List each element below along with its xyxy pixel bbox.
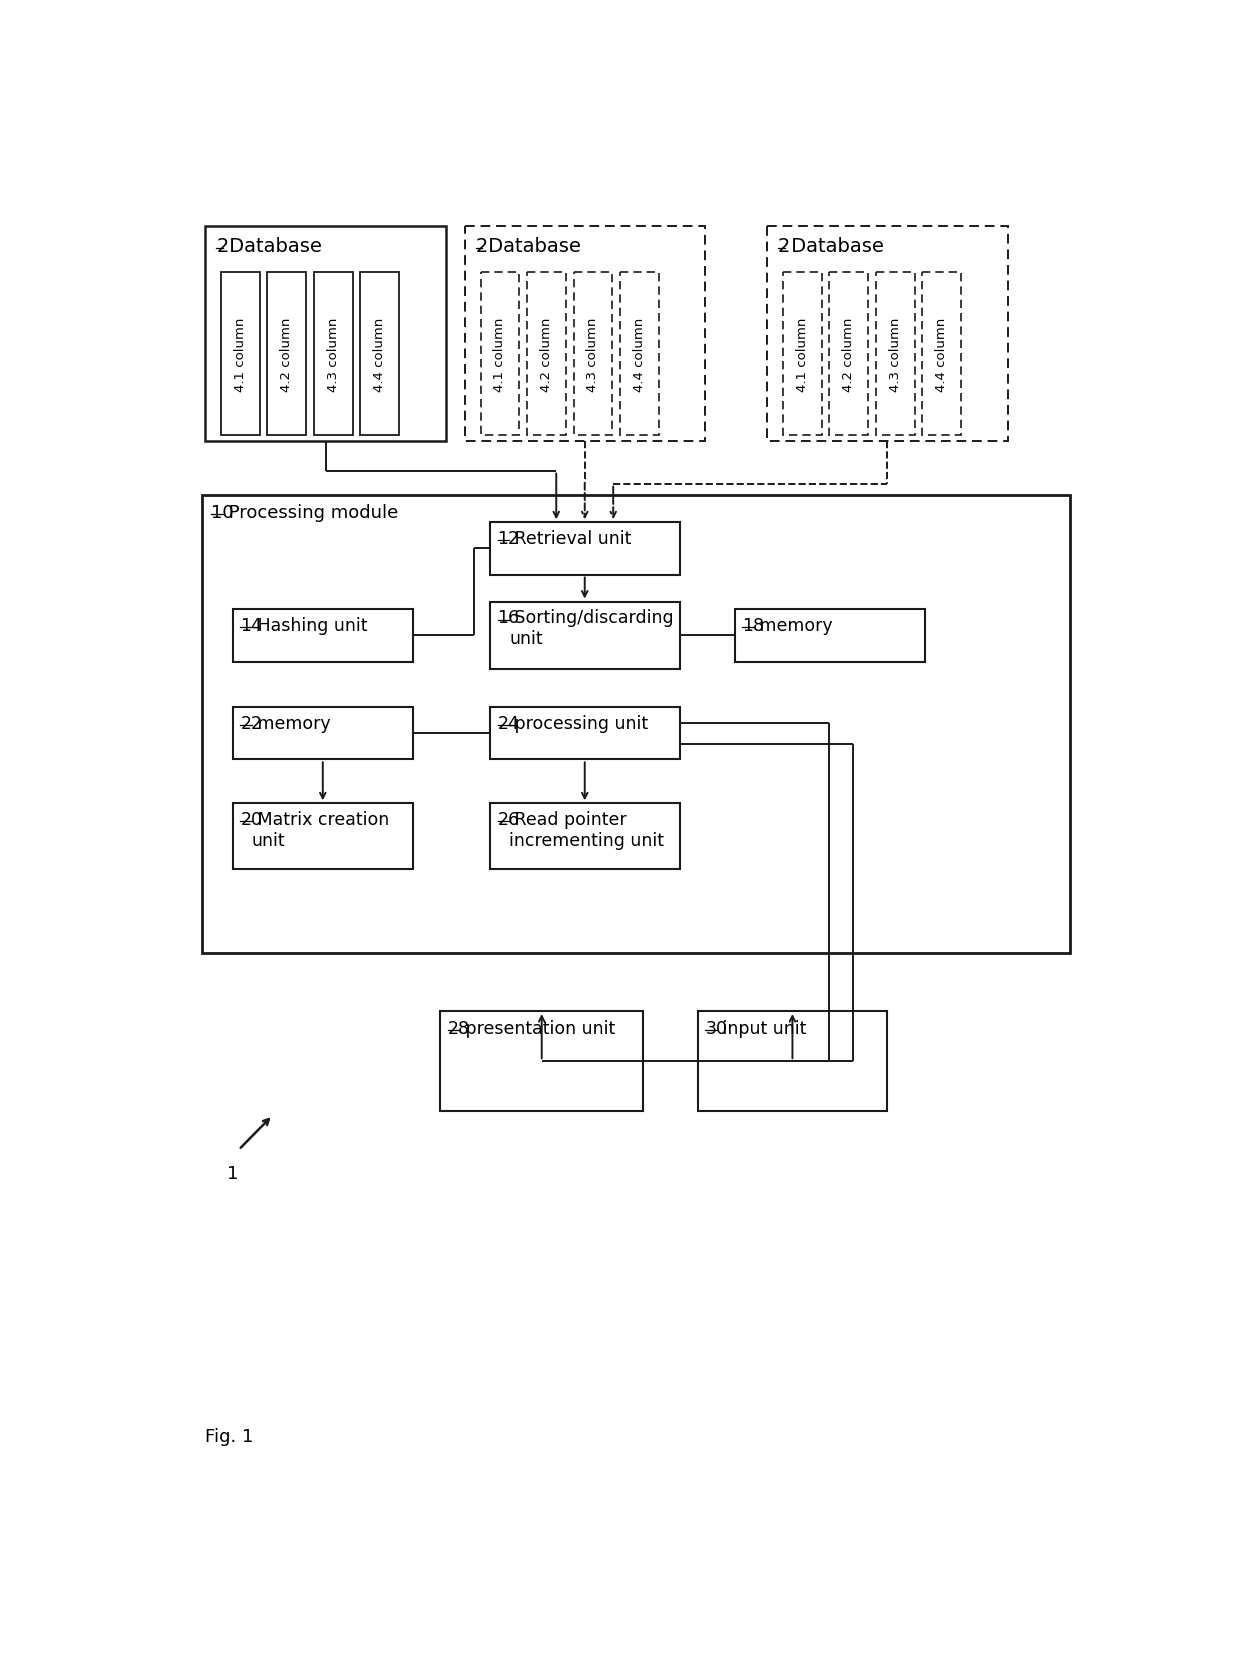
Bar (697, 1012, 888, 1112)
Text: 2: 2 (779, 236, 790, 256)
Text: Database: Database (223, 236, 321, 256)
Text: 4.1 column: 4.1 column (494, 318, 506, 391)
Bar (923, 273, 961, 436)
Text: 12: 12 (497, 529, 520, 547)
Bar (314, 273, 352, 436)
Text: 4.4 column: 4.4 column (373, 318, 386, 391)
Text: input unit: input unit (717, 1020, 806, 1037)
Text: 18: 18 (743, 617, 764, 634)
Bar (875, 273, 915, 436)
Bar (361, 273, 399, 436)
Bar (734, 609, 925, 662)
Text: 4.4 column: 4.4 column (935, 318, 949, 391)
Text: Database: Database (482, 236, 582, 256)
Text: 4.2 column: 4.2 column (280, 318, 293, 391)
Text: 22: 22 (241, 714, 262, 732)
Text: Hashing unit: Hashing unit (252, 617, 367, 634)
Text: memory: memory (252, 714, 331, 732)
Text: 1: 1 (227, 1163, 238, 1181)
Text: presentation unit: presentation unit (460, 1020, 615, 1037)
Bar (782, 273, 821, 436)
Text: 26: 26 (497, 810, 520, 829)
Text: 16: 16 (497, 609, 520, 627)
Bar (465, 226, 706, 443)
Text: 24: 24 (497, 714, 520, 732)
Text: 2: 2 (216, 236, 228, 256)
Bar (481, 273, 520, 436)
Text: processing unit: processing unit (510, 714, 649, 732)
Bar (620, 273, 658, 436)
Text: 4.1 column: 4.1 column (234, 318, 247, 391)
Text: 20: 20 (241, 810, 262, 829)
Bar (233, 804, 413, 869)
Bar (768, 226, 1007, 443)
Text: 10: 10 (211, 504, 233, 521)
Text: 4.2 column: 4.2 column (842, 318, 856, 391)
Text: 4.3 column: 4.3 column (587, 318, 599, 391)
Bar (221, 273, 259, 436)
Bar (490, 522, 680, 576)
Bar (830, 273, 868, 436)
Text: 30: 30 (706, 1020, 727, 1037)
Text: 2: 2 (476, 236, 489, 256)
Bar (206, 226, 445, 443)
Bar (490, 804, 680, 869)
Text: Processing module: Processing module (223, 504, 398, 521)
Text: Matrix creation
unit: Matrix creation unit (252, 810, 389, 849)
Text: 28: 28 (448, 1020, 470, 1037)
Text: memory: memory (754, 617, 833, 634)
Text: Database: Database (785, 236, 883, 256)
Bar (440, 1012, 644, 1112)
Text: 4.2 column: 4.2 column (539, 318, 553, 391)
Bar (573, 273, 613, 436)
Bar (490, 602, 680, 671)
Text: 4.4 column: 4.4 column (632, 318, 646, 391)
Bar (201, 496, 1069, 953)
Text: Retrieval unit: Retrieval unit (510, 529, 631, 547)
Text: Read pointer
incrementing unit: Read pointer incrementing unit (510, 810, 665, 849)
Bar (233, 707, 413, 760)
Bar (527, 273, 565, 436)
Text: 4.1 column: 4.1 column (796, 318, 808, 391)
Bar (233, 609, 413, 662)
Text: 4.3 column: 4.3 column (889, 318, 901, 391)
Text: 14: 14 (241, 617, 262, 634)
Text: Sorting/discarding
unit: Sorting/discarding unit (510, 609, 673, 647)
Bar (490, 707, 680, 760)
Text: 4.3 column: 4.3 column (327, 318, 340, 391)
Bar (268, 273, 306, 436)
Text: Fig. 1: Fig. 1 (206, 1428, 254, 1444)
